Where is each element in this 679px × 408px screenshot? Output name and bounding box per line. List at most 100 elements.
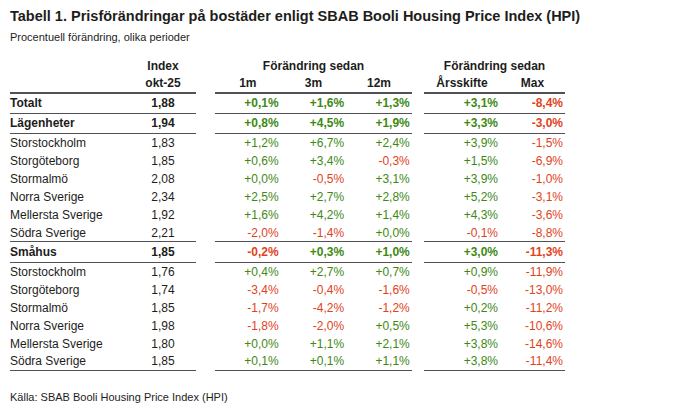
row-value-arsskifte: +4,3%	[424, 208, 500, 222]
row-value-12m: +1,4%	[346, 208, 412, 222]
index-header-line2: okt-25	[130, 76, 196, 90]
row-value-1m: +0,4%	[215, 265, 281, 279]
row-value-3m: +0,1%	[281, 354, 347, 368]
row-value-12m: +1,1%	[346, 354, 412, 368]
row-value-arsskifte: +1,5%	[424, 154, 500, 168]
row-index-value: 1,94	[130, 116, 196, 130]
row-value-3m: +3,4%	[281, 154, 347, 168]
row-value-arsskifte: +5,2%	[424, 190, 500, 204]
table-row: Storgöteborg 1,85 +0,6% +3,4% -0,3% +1,5…	[10, 152, 669, 170]
table-row: Södra Sverige 1,85 +0,1% +0,1% +1,1% +3,…	[10, 353, 669, 371]
row-value-12m: +0,7%	[346, 265, 412, 279]
row-value-3m: +2,7%	[281, 265, 347, 279]
row-index-value: 1,85	[130, 245, 196, 259]
row-value-max: -8,8%	[500, 226, 565, 240]
group-header-change-since-2: Förändring sedan	[424, 59, 565, 73]
table-row: Mellersta Sverige 1,80 +0,0% +1,1% +2,1%…	[10, 335, 669, 353]
row-value-1m: +0,6%	[215, 154, 281, 168]
row-value-3m: +4,2%	[281, 208, 347, 222]
row-value-1m: -1,7%	[215, 301, 281, 315]
row-value-max: -3,6%	[500, 208, 565, 222]
col-header-1m: 1m	[215, 76, 281, 90]
table-row: Stormalmö 2,08 +0,0% -0,5% +3,1% +3,9% -…	[10, 170, 669, 188]
row-value-3m: +1,1%	[281, 337, 347, 351]
row-value-1m: +1,2%	[215, 136, 281, 150]
row-value-1m: +0,0%	[215, 337, 281, 351]
table-body: Totalt 1,88 +0,1% +1,6% +1,3% +3,1% -8,4…	[10, 93, 669, 371]
row-value-max: -11,3%	[500, 245, 565, 259]
row-value-arsskifte: +3,9%	[424, 172, 500, 186]
row-value-12m: -0,3%	[346, 154, 412, 168]
row-index-value: 2,21	[130, 226, 196, 240]
row-value-12m: +3,1%	[346, 172, 412, 186]
row-value-max: -13,0%	[500, 283, 565, 297]
row-value-12m: +0,0%	[346, 226, 412, 240]
table-row: Totalt 1,88 +0,1% +1,6% +1,3% +3,1% -8,4…	[10, 93, 669, 114]
table-row: Norra Sverige 2,34 +2,5% +2,7% +2,8% +5,…	[10, 188, 669, 206]
row-value-12m: +1,9%	[346, 116, 412, 130]
table-row: Norra Sverige 1,98 -1,8% -2,0% +0,5% +5,…	[10, 317, 669, 335]
row-value-12m: +2,4%	[346, 136, 412, 150]
price-index-table: Index Förändring sedan Förändring sedan …	[10, 58, 669, 371]
row-value-1m: +0,8%	[215, 116, 281, 130]
header-index-line1: Index	[10, 58, 196, 74]
row-value-arsskifte: +3,1%	[424, 96, 500, 110]
row-value-arsskifte: +0,9%	[424, 265, 500, 279]
row-value-max: -11,2%	[500, 301, 565, 315]
col-header-3m: 3m	[281, 76, 347, 90]
group-header-change-since-1: Förändring sedan	[215, 59, 412, 73]
source-note: Källa: SBAB Booli Housing Price Index (H…	[10, 391, 669, 403]
row-value-3m: +0,3%	[281, 245, 347, 259]
row-value-1m: +2,5%	[215, 190, 281, 204]
table-row: Lägenheter 1,94 +0,8% +4,5% +1,9% +3,3% …	[10, 114, 669, 135]
row-value-12m: +2,8%	[346, 190, 412, 204]
row-value-max: -8,4%	[500, 96, 565, 110]
row-label: Norra Sverige	[10, 319, 130, 333]
row-value-1m: -3,4%	[215, 283, 281, 297]
row-index-value: 1,85	[130, 154, 196, 168]
row-index-value: 2,34	[130, 190, 196, 204]
row-value-1m: +0,0%	[215, 172, 281, 186]
row-value-max: -14,6%	[500, 337, 565, 351]
row-label: Storstockholm	[10, 265, 130, 279]
table-row: Småhus 1,85 -0,2% +0,3% +1,0% +3,0% -11,…	[10, 242, 669, 263]
row-value-3m: +2,7%	[281, 190, 347, 204]
row-index-value: 1,85	[130, 354, 196, 368]
row-value-3m: +6,7%	[281, 136, 347, 150]
row-label: Storgöteborg	[10, 154, 130, 168]
row-label: Södra Sverige	[10, 354, 130, 368]
row-value-max: -10,6%	[500, 319, 565, 333]
row-value-3m: +4,5%	[281, 116, 347, 130]
row-value-1m: -2,0%	[215, 226, 281, 240]
col-header-arsskifte: Årsskifte	[424, 76, 500, 90]
row-value-3m: -1,4%	[281, 226, 347, 240]
row-index-value: 1,88	[130, 96, 196, 110]
row-value-max: -11,4%	[500, 354, 565, 368]
row-label: Södra Sverige	[10, 226, 130, 240]
row-value-1m: +0,1%	[215, 96, 281, 110]
row-value-12m: -1,2%	[346, 301, 412, 315]
table-row: Storstockholm 1,83 +1,2% +6,7% +2,4% +3,…	[10, 134, 669, 152]
row-label: Stormalmö	[10, 301, 130, 315]
row-value-arsskifte: +3,8%	[424, 337, 500, 351]
row-label: Norra Sverige	[10, 190, 130, 204]
row-index-value: 1,80	[130, 337, 196, 351]
row-value-max: -3,0%	[500, 116, 565, 130]
row-value-12m: +2,1%	[346, 337, 412, 351]
row-label: Totalt	[10, 96, 130, 110]
row-value-12m: +0,5%	[346, 319, 412, 333]
row-label: Mellersta Sverige	[10, 208, 130, 222]
table-row: Södra Sverige 2,21 -2,0% -1,4% +0,0% -0,…	[10, 224, 669, 242]
row-index-value: 2,08	[130, 172, 196, 186]
row-index-value: 1,83	[130, 136, 196, 150]
row-label: Stormalmö	[10, 172, 130, 186]
row-value-arsskifte: -0,1%	[424, 226, 500, 240]
row-value-arsskifte: +3,8%	[424, 354, 500, 368]
row-index-value: 1,76	[130, 265, 196, 279]
row-value-max: -6,9%	[500, 154, 565, 168]
table-header-columns: okt-25 1m 3m 12m Årsskifte Max	[10, 74, 669, 93]
table-header-groups: Index Förändring sedan Förändring sedan	[10, 58, 669, 74]
row-value-3m: -4,2%	[281, 301, 347, 315]
row-label: Storgöteborg	[10, 283, 130, 297]
row-value-max: -3,1%	[500, 190, 565, 204]
